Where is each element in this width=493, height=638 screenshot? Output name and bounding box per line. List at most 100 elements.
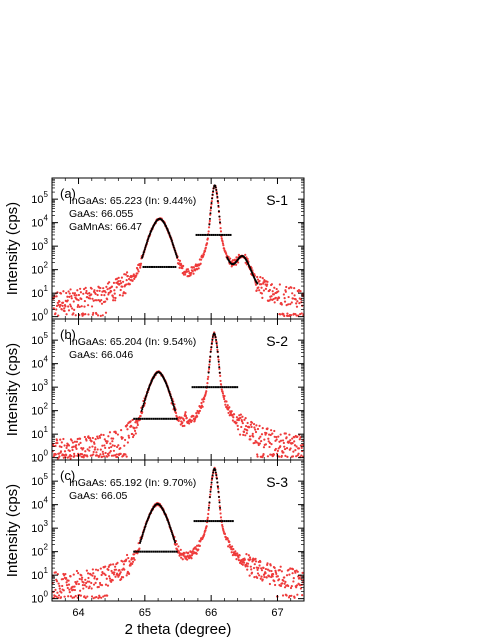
marker-point [212, 386, 215, 389]
marker-point [163, 265, 166, 268]
data-point [117, 444, 120, 447]
data-point [91, 574, 94, 577]
data-point [88, 446, 91, 449]
data-point [67, 579, 70, 582]
data-point [115, 286, 118, 289]
data-point [132, 556, 135, 560]
data-point [77, 303, 80, 307]
data-point [131, 279, 134, 282]
data-point [220, 388, 223, 391]
data-point [90, 595, 94, 598]
fit-point [139, 540, 142, 543]
annotation: GaAs: 66.055 [69, 208, 133, 220]
fit-point [140, 538, 143, 541]
y-tick-label: 103 [31, 237, 48, 253]
data-point [221, 242, 225, 245]
marker-point [204, 520, 207, 523]
data-point [94, 299, 97, 302]
data-point [136, 552, 139, 555]
data-point [280, 570, 283, 573]
x-tick-label: 66 [205, 607, 217, 619]
data-point [86, 455, 89, 458]
data-point [104, 451, 107, 455]
marker-point [145, 417, 148, 420]
data-point [268, 582, 272, 586]
fit-point [172, 244, 175, 247]
data-point [125, 558, 128, 561]
marker-point [197, 520, 200, 523]
fit-point [218, 215, 221, 218]
data-point [124, 292, 127, 295]
data-point [108, 451, 111, 454]
fit-point [143, 249, 146, 252]
fit-point [209, 212, 212, 215]
data-point [118, 569, 121, 572]
data-point [270, 283, 273, 286]
data-point [80, 578, 83, 581]
fit-point [174, 251, 177, 254]
data-point [74, 314, 77, 317]
marker-point [155, 265, 158, 268]
data-point [88, 297, 92, 300]
marker-point [137, 550, 140, 553]
y-tick-label: 102 [31, 261, 48, 277]
data-point [258, 424, 261, 427]
y-tick-label: 104 [31, 496, 48, 512]
marker-point [175, 550, 178, 553]
marker-point [160, 550, 163, 553]
data-point [219, 227, 222, 230]
data-point [55, 580, 59, 583]
data-point [177, 419, 180, 422]
data-point [71, 441, 75, 444]
data-point [116, 433, 120, 436]
data-point [266, 455, 270, 458]
fit-point [143, 248, 146, 251]
data-point [257, 286, 260, 289]
data-point [300, 454, 303, 457]
data-point [286, 455, 289, 458]
data-point [264, 443, 268, 446]
data-point [234, 263, 238, 266]
data-point [82, 581, 85, 584]
fit-point [146, 239, 149, 242]
data-point [58, 584, 61, 588]
data-point [301, 571, 304, 574]
data-point [186, 268, 190, 271]
marker-point [219, 386, 222, 389]
data-point [93, 577, 96, 580]
data-point [237, 556, 240, 559]
data-point [128, 283, 131, 286]
panel-letter: (b) [60, 327, 76, 342]
data-point [254, 557, 257, 560]
data-point [293, 294, 296, 297]
data-point [55, 439, 59, 442]
data-point [240, 425, 243, 429]
data-point [277, 290, 280, 293]
data-point [199, 258, 203, 261]
data-point [215, 344, 219, 347]
data-point [109, 442, 112, 445]
data-point [139, 266, 142, 269]
fit-point [209, 490, 212, 493]
marker-point [167, 265, 170, 268]
data-point [67, 595, 70, 598]
data-point [246, 421, 249, 425]
data-point [186, 558, 189, 561]
annotation: GaMnAs: 66.47 [69, 221, 142, 233]
data-point [69, 288, 72, 291]
data-point [112, 563, 115, 566]
marker-point [162, 550, 165, 553]
data-point [269, 453, 272, 456]
data-point [298, 438, 301, 441]
data-point [136, 268, 139, 271]
data-point [56, 441, 59, 445]
data-point [110, 454, 114, 457]
marker-point [169, 550, 172, 553]
marker-point [191, 386, 194, 389]
fit-point [144, 246, 147, 249]
data-point [103, 294, 106, 297]
marker-point [204, 386, 207, 389]
data-point [272, 293, 275, 296]
data-point [93, 575, 96, 578]
marker-point [153, 265, 156, 268]
